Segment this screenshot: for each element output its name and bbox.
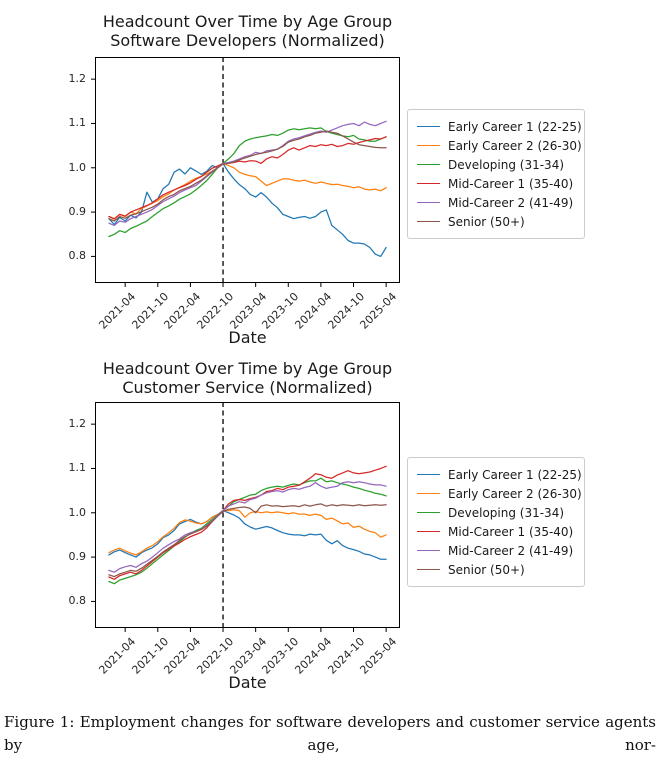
plot-area	[91, 57, 400, 287]
legend-entry: Early Career 2 (26-30)	[417, 484, 582, 503]
chart-title-line: Headcount Over Time by Age Group	[102, 12, 393, 31]
y-tick-label: 1.0	[68, 505, 87, 519]
legend-label: Mid-Career 2 (41-49)	[448, 543, 574, 558]
legend-label: Senior (50+)	[448, 562, 525, 577]
figure-caption: Figure 1: Employment changes for softwar…	[4, 711, 656, 759]
series-line	[108, 503, 387, 578]
chart-subtitle-line: Customer Service (Normalized)	[122, 377, 373, 397]
legend-label: Mid-Career 2 (41-49)	[448, 195, 574, 210]
legend-line-swatch	[417, 202, 440, 203]
legend-entry: Senior (50+)	[417, 560, 576, 579]
chart-title-line: Headcount Over Time by Age Group	[102, 359, 393, 378]
legend: Early Career 1 (22-25) Early Career 2 (26…	[407, 109, 585, 239]
legend-line-swatch	[417, 493, 440, 494]
legend-line-swatch	[417, 569, 440, 570]
x-axis-label: Date	[228, 673, 267, 692]
series-line	[108, 481, 387, 573]
series-line	[108, 120, 387, 227]
series-line	[108, 509, 387, 556]
plot-canvas	[91, 402, 400, 632]
legend-entry: Early Career 1 (22-25)	[417, 465, 582, 484]
legend-line-swatch	[417, 531, 440, 532]
chart-title: Headcount Over Time by Age Group Softwar…	[75, 12, 420, 50]
y-tick-label: 1.1	[68, 461, 87, 475]
series-line	[108, 136, 387, 220]
legend: Early Career 1 (22-25) Early Career 2 (26…	[407, 457, 585, 587]
legend-line-swatch	[417, 126, 440, 127]
legend-line-swatch	[417, 550, 440, 551]
y-tick-label: 0.9	[68, 550, 87, 564]
legend-label: Early Career 1 (22-25)	[448, 119, 582, 134]
x-axis-label: Date	[228, 328, 267, 347]
legend-entry: Early Career 1 (22-25)	[417, 117, 582, 136]
legend-label: Mid-Career 1 (35-40)	[448, 176, 574, 191]
axes-box	[95, 57, 400, 283]
legend-entry: Senior (50+)	[417, 212, 576, 231]
legend-label: Mid-Career 1 (35-40)	[448, 524, 574, 539]
legend-line-swatch	[417, 183, 440, 184]
axes-box	[95, 402, 400, 628]
legend-entry: Developing (31-34)	[417, 155, 576, 174]
legend-label: Developing (31-34)	[448, 157, 565, 172]
plot-canvas	[91, 57, 400, 287]
legend-line-swatch	[417, 145, 440, 146]
legend-label: Early Career 1 (22-25)	[448, 467, 582, 482]
legend-entry: Early Career 2 (26-30)	[417, 136, 582, 155]
legend-entry: Mid-Career 2 (41-49)	[417, 193, 576, 212]
legend-label: Developing (31-34)	[448, 505, 565, 520]
series-line	[108, 465, 387, 580]
legend-line-swatch	[417, 512, 440, 513]
y-tick-label: 1.2	[68, 417, 87, 431]
y-tick-label: 1.2	[68, 72, 87, 86]
y-tick-label: 1.1	[68, 116, 87, 130]
chart-title: Headcount Over Time by Age Group Custome…	[75, 359, 420, 397]
series-line	[108, 477, 387, 585]
legend-line-swatch	[417, 164, 440, 165]
legend-entry: Developing (31-34)	[417, 503, 576, 522]
y-tick-label: 0.8	[68, 249, 87, 263]
chart-figure-top: Headcount Over Time by Age Group Softwar…	[0, 0, 660, 347]
chart-subtitle-line: Software Developers (Normalized)	[110, 30, 385, 50]
plot-area	[91, 402, 400, 632]
y-tick-label: 0.8	[68, 594, 87, 608]
series-line	[108, 509, 387, 560]
legend-label: Senior (50+)	[448, 214, 525, 229]
legend-line-swatch	[417, 474, 440, 475]
chart-figure-bottom: Headcount Over Time by Age Group Custome…	[0, 345, 660, 711]
series-line	[108, 130, 387, 222]
legend-label: Early Career 2 (26-30)	[448, 486, 582, 501]
legend-entry: Mid-Career 1 (35-40)	[417, 174, 576, 193]
legend-entry: Mid-Career 1 (35-40)	[417, 522, 576, 541]
series-line	[108, 162, 387, 220]
legend-line-swatch	[417, 221, 440, 222]
legend-label: Early Career 2 (26-30)	[448, 138, 582, 153]
legend-entry: Mid-Career 2 (41-49)	[417, 541, 576, 560]
y-tick-label: 0.9	[68, 205, 87, 219]
caption-line: Figure 1: Employment changes for softwar…	[4, 713, 656, 754]
y-tick-label: 1.0	[68, 160, 87, 174]
